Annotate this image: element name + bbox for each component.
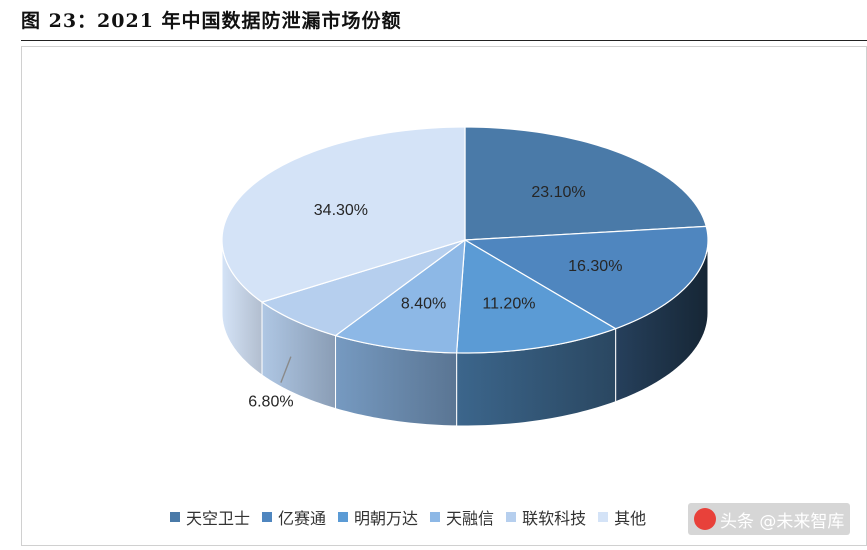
legend-swatch-0 — [170, 512, 180, 522]
watermark: 头条 @未来智库 — [688, 503, 851, 535]
legend-swatch-3 — [430, 512, 441, 522]
legend-item-4: 联软科技 — [506, 505, 586, 529]
legend-swatch-2 — [338, 512, 349, 522]
legend-item-5: 其他 — [598, 505, 646, 529]
data-label-4: 6.80% — [248, 394, 293, 411]
watermark-text: 头条 @未来智库 — [720, 511, 845, 532]
pie-slice-3 — [334, 238, 466, 354]
data-label-5: 34.30% — [314, 202, 368, 219]
data-label-2: 11.20% — [482, 295, 535, 312]
legend-label-0: 天空卫士 — [186, 509, 251, 528]
legend-label-1: 亿赛通 — [278, 509, 327, 528]
data-label-0: 23.10% — [531, 184, 585, 201]
legend-label-3: 天融信 — [446, 509, 495, 528]
legend-swatch-1 — [262, 512, 273, 522]
data-label-3: 8.40% — [401, 296, 446, 313]
pie-slice-2 — [455, 238, 618, 354]
watermark-logo-icon — [694, 508, 716, 530]
legend-label-4: 联软科技 — [522, 509, 587, 528]
legend-item-3: 天融信 — [430, 505, 494, 529]
figure-title: 图 23：2021 年中国数据防泄漏市场份额 — [21, 10, 402, 32]
legend-swatch-4 — [506, 512, 517, 522]
legend-item-1: 亿赛通 — [262, 505, 326, 529]
legend-label-2: 明朝万达 — [354, 509, 419, 528]
legend-swatch-5 — [598, 512, 609, 522]
legend: 天空卫士 亿赛通 明朝万达 天融信 联软科技 其他 — [170, 505, 658, 529]
data-label-1: 16.30% — [568, 258, 622, 275]
pie-slice-5 — [221, 126, 466, 303]
pie-slice-4 — [260, 239, 466, 337]
label-leader-4 — [280, 356, 292, 383]
legend-item-2: 明朝万达 — [338, 505, 418, 529]
legend-label-5: 其他 — [614, 509, 647, 528]
pie-slice-0 — [464, 126, 708, 241]
title-rule — [21, 40, 867, 41]
pie-slice-1 — [462, 225, 709, 330]
legend-item-0: 天空卫士 — [170, 505, 250, 529]
